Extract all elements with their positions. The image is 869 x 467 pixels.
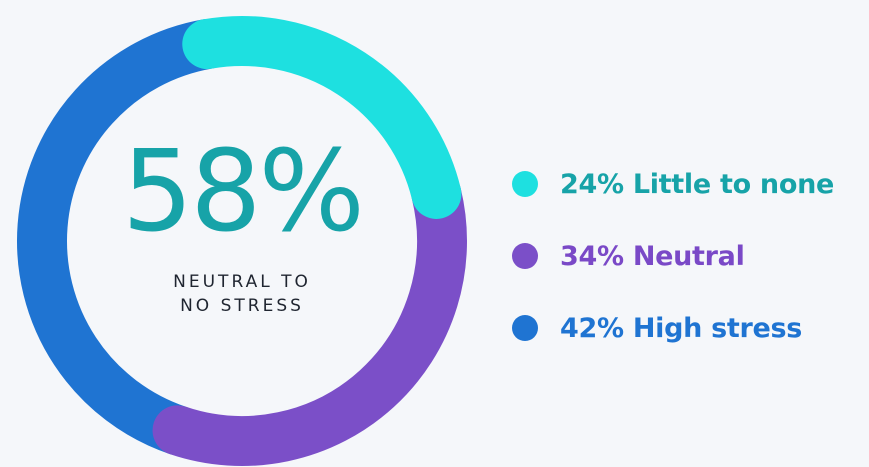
legend-label-neutral: 34% Neutral	[560, 240, 745, 272]
legend-dot-neutral	[512, 243, 538, 269]
legend-dot-high-stress	[512, 315, 538, 341]
center-caption: NEUTRAL TO NO STRESS	[82, 270, 402, 318]
center-caption-line-1: NEUTRAL TO	[173, 272, 311, 292]
center-percentage: 58%	[122, 127, 365, 257]
legend: 24% Little to none 34% Neutral 42% High …	[512, 148, 834, 364]
donut-slice-high-stress	[17, 19, 233, 456]
donut-slice-neutral	[152, 168, 467, 466]
legend-label-little-to-none: 24% Little to none	[560, 168, 835, 200]
legend-dot-little-to-none	[512, 171, 538, 197]
legend-item-high-stress: 42% High stress	[512, 292, 834, 364]
donut-chart	[17, 16, 467, 466]
legend-item-little-to-none: 24% Little to none	[512, 148, 834, 220]
center-caption-line-2: NO STRESS	[180, 296, 304, 316]
donut-slice-little-to-none	[182, 16, 462, 219]
legend-label-high-stress: 42% High stress	[560, 312, 803, 344]
legend-item-neutral: 34% Neutral	[512, 220, 834, 292]
